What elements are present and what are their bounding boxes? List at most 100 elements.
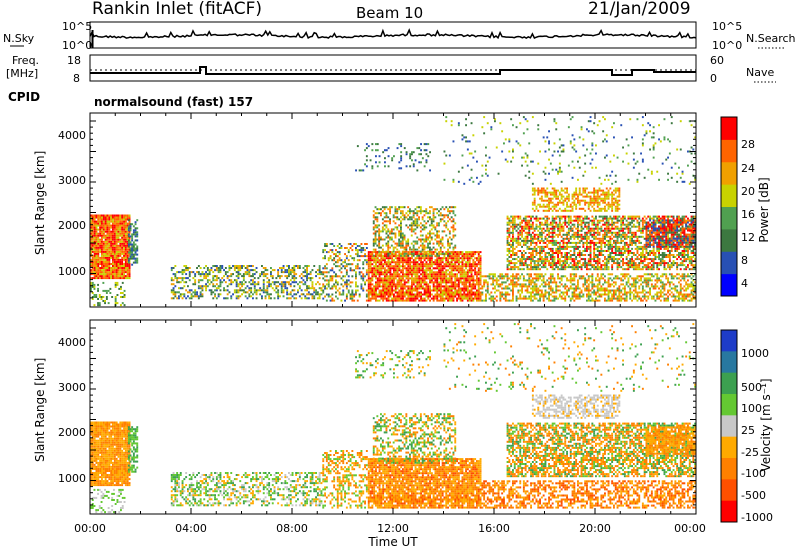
power-cell (510, 299, 513, 302)
power-cell (403, 283, 406, 286)
power-cell (391, 255, 394, 258)
power-cell (522, 225, 525, 228)
power-cell (566, 285, 568, 288)
power-cell (124, 271, 127, 274)
power-cell (104, 236, 107, 239)
nave-label: Nave (746, 66, 774, 79)
power-cell (402, 275, 404, 278)
power-cell (389, 208, 391, 211)
power-cell (531, 227, 534, 230)
power-cell (465, 277, 467, 280)
power-cell (113, 216, 116, 219)
power-cell (280, 285, 283, 288)
power-cell (221, 281, 224, 284)
power-cell (119, 265, 122, 267)
power-cell (454, 265, 457, 268)
power-cell (264, 295, 267, 298)
power-cell (215, 275, 218, 278)
power-cell (423, 269, 426, 272)
power-cell (387, 257, 390, 260)
power-cell (650, 273, 653, 276)
power-cell (439, 299, 442, 302)
power-cell (387, 265, 390, 268)
power-cell (320, 271, 323, 274)
power-cell (106, 214, 109, 217)
power-cell (389, 238, 391, 241)
power-cell (396, 242, 399, 245)
power-cell (362, 279, 365, 282)
power-cell (351, 269, 354, 272)
power-cell (513, 266, 516, 269)
power-cell (90, 232, 92, 235)
power-cell (474, 253, 477, 256)
power-cell (443, 273, 446, 276)
power-cell (421, 279, 424, 282)
power-cell (336, 265, 339, 268)
power-cell (414, 220, 417, 223)
power-cell (97, 263, 100, 265)
power-cell (93, 232, 96, 235)
power-cell (367, 299, 370, 302)
power-cell (381, 238, 384, 241)
power-cell (93, 287, 96, 290)
power-cell (466, 263, 469, 266)
power-cell (396, 281, 399, 284)
power-cell (104, 214, 107, 217)
power-cell (694, 289, 697, 292)
power-cell (126, 273, 129, 276)
power-cell (194, 289, 197, 292)
power-cell (429, 230, 431, 233)
power-cell (324, 295, 326, 298)
power-cell (414, 299, 417, 302)
power-cell (121, 265, 124, 267)
power-cell (434, 208, 437, 211)
power-cell (495, 283, 498, 286)
power-cell (101, 271, 103, 274)
power-cell (402, 265, 404, 268)
power-cell (132, 225, 135, 228)
power-cell (369, 283, 372, 286)
power-cell (378, 261, 381, 264)
power-cell (241, 265, 243, 267)
power-cell (423, 263, 426, 266)
power-cell (412, 244, 415, 247)
power-cell (241, 289, 243, 292)
power-cell (452, 228, 455, 231)
power-cell (392, 214, 395, 217)
power-cell (546, 227, 549, 230)
power-cell (466, 295, 469, 298)
power-cell (463, 295, 466, 298)
power-cell (400, 261, 403, 264)
power-cell (128, 214, 131, 217)
power-cell (537, 229, 540, 232)
power-cell (531, 260, 534, 263)
power-cell (522, 254, 525, 256)
power-cell (324, 275, 326, 278)
power-cell (593, 299, 596, 302)
power-cell (104, 302, 106, 305)
power-cell (421, 287, 424, 290)
power-cell (91, 248, 94, 251)
power-cell (596, 291, 599, 294)
power-cell (304, 283, 307, 286)
power-cell (461, 267, 464, 270)
power-cell (99, 244, 102, 247)
power-cell (112, 254, 114, 257)
power-cell (325, 275, 328, 278)
power-cell (333, 259, 336, 262)
power-cell (382, 289, 385, 292)
power-cell (430, 297, 433, 300)
power-cell (398, 273, 401, 276)
power-cell (459, 273, 462, 276)
power-cell (378, 283, 381, 286)
power-cell (522, 250, 525, 252)
power-cell (362, 273, 365, 276)
power-cell (445, 257, 448, 260)
power-cell (355, 267, 357, 270)
power-cell (521, 260, 523, 263)
power-cell (447, 291, 449, 294)
power-cell (548, 277, 550, 280)
power-cell (91, 261, 94, 263)
power-cell (463, 269, 466, 272)
power-cell (632, 297, 635, 300)
